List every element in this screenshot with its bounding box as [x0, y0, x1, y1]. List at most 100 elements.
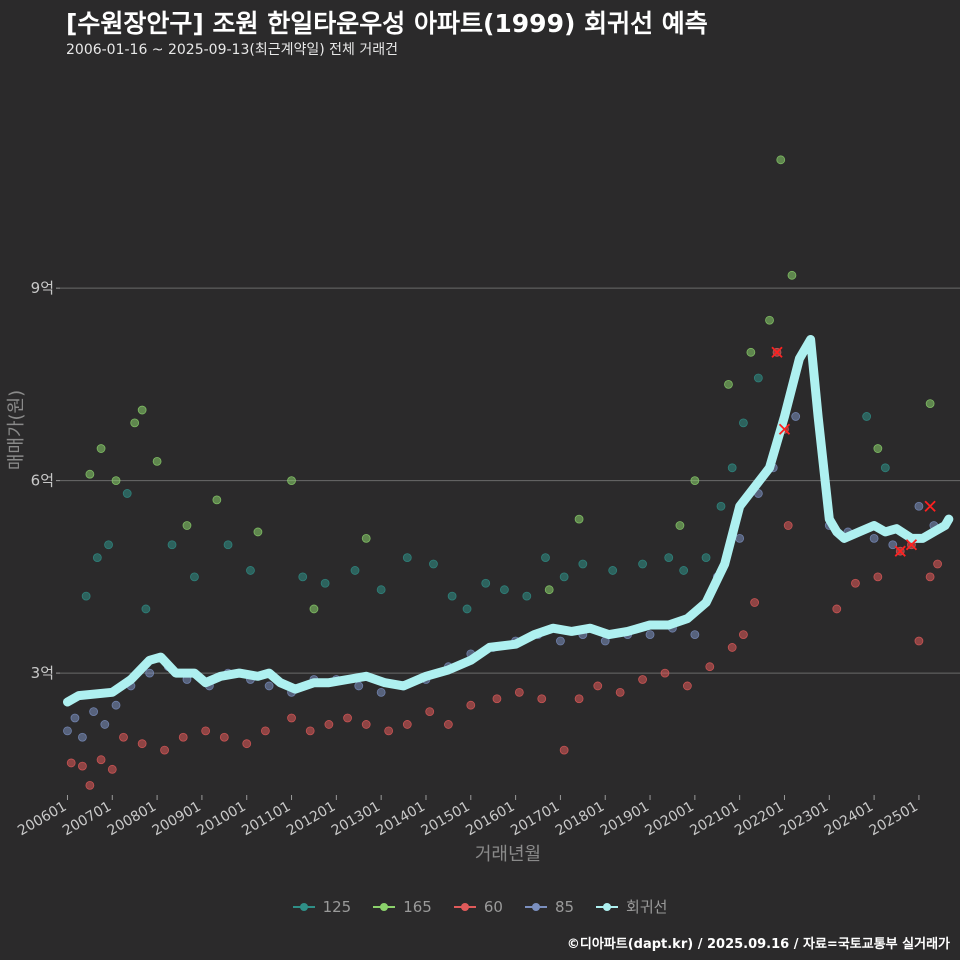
- chart-subtitle: 2006-01-16 ~ 2025-09-13(최근계약일) 전체 거래건: [66, 42, 398, 58]
- point-125: [862, 412, 872, 421]
- x-tick-label: 202501: [867, 799, 921, 840]
- x-tick-label: 202001: [643, 799, 697, 840]
- regression-line-group: [63, 335, 954, 707]
- x-tick-label: 202401: [822, 799, 876, 840]
- point-85: [78, 732, 87, 742]
- point-85: [89, 707, 99, 716]
- point-165: [787, 270, 797, 280]
- point-60: [219, 732, 229, 742]
- point-60: [137, 739, 147, 749]
- point-85: [354, 681, 364, 691]
- x-tick-label: 201701: [508, 799, 562, 840]
- point-165: [746, 347, 756, 357]
- legend-item: 회귀선: [596, 896, 667, 917]
- point-165: [765, 315, 774, 325]
- point-85: [735, 533, 745, 543]
- point-125: [190, 572, 199, 582]
- point-60: [537, 694, 547, 704]
- y-tick-label: 3억: [31, 664, 54, 682]
- legend-label: 회귀선: [626, 898, 668, 916]
- y-axis-title: 매매가(원): [6, 390, 27, 470]
- point-125: [522, 591, 532, 601]
- point-60: [66, 758, 76, 768]
- point-165: [544, 585, 554, 595]
- point-165: [137, 405, 147, 415]
- point-125: [462, 604, 472, 614]
- chart-title: [수원장안구] 조원 한일타운우성 아파트(1999) 회귀선 예측: [66, 9, 708, 38]
- y-tick-label: 9억: [31, 279, 54, 297]
- x-tick-label: 201601: [463, 799, 517, 840]
- point-60: [660, 668, 670, 678]
- point-60: [178, 732, 188, 742]
- legend-item: 60: [453, 898, 503, 916]
- x-tick-label: 200601: [15, 799, 69, 840]
- point-165: [724, 379, 733, 389]
- point-165: [152, 456, 162, 466]
- point-85: [914, 501, 924, 511]
- x-tick-label: 201101: [239, 799, 293, 840]
- point-60: [682, 681, 692, 691]
- point-60: [242, 739, 252, 749]
- point-60: [343, 713, 352, 723]
- point-60: [933, 559, 942, 569]
- point-165: [182, 521, 192, 530]
- legend-item: 85: [524, 898, 574, 916]
- point-125: [880, 463, 890, 473]
- point-60: [873, 572, 883, 582]
- legend-label: 125: [322, 897, 352, 916]
- scatter-points: [63, 155, 954, 790]
- point-60: [559, 745, 569, 755]
- point-125: [716, 501, 726, 511]
- point-60: [402, 720, 412, 729]
- point-165: [111, 476, 121, 486]
- y-tick-label: 6억: [31, 472, 54, 490]
- legend-key: [524, 900, 547, 914]
- point-125: [81, 591, 91, 601]
- point-60: [851, 578, 860, 588]
- point-60: [260, 726, 270, 736]
- point-125: [376, 585, 386, 595]
- legend-key: [453, 900, 476, 914]
- point-125: [429, 559, 438, 569]
- point-125: [122, 489, 132, 498]
- point-60: [593, 681, 603, 691]
- point-125: [320, 578, 330, 588]
- point-85: [100, 720, 110, 729]
- point-85: [556, 636, 565, 646]
- point-85: [869, 533, 879, 543]
- x-tick-label: 200901: [150, 799, 204, 840]
- point-125: [578, 559, 588, 569]
- point-60: [443, 720, 453, 729]
- point-125: [638, 559, 647, 569]
- point-60: [783, 521, 793, 530]
- point-60: [832, 604, 842, 614]
- point-125: [481, 578, 491, 588]
- legend-key: [373, 900, 396, 914]
- point-125: [92, 553, 102, 563]
- point-125: [402, 553, 412, 563]
- x-tick-label: 201801: [553, 799, 607, 840]
- point-60: [492, 694, 502, 704]
- point-125: [679, 566, 689, 575]
- point-125: [167, 540, 177, 550]
- point-60: [78, 761, 87, 771]
- point-165: [925, 399, 935, 409]
- legend-key: [292, 900, 315, 914]
- point-125: [298, 572, 308, 582]
- point-60: [361, 720, 371, 729]
- point-60: [324, 720, 334, 729]
- x-tick-label: 202301: [777, 799, 831, 840]
- point-85: [70, 713, 80, 723]
- highlight-marks: [771, 346, 936, 557]
- point-60: [914, 636, 924, 646]
- legend-item: 125: [292, 897, 352, 916]
- point-85: [111, 700, 121, 710]
- point-125: [223, 540, 233, 550]
- point-60: [85, 780, 95, 790]
- point-60: [119, 732, 128, 742]
- point-60: [727, 643, 737, 652]
- x-tick-label: 202201: [732, 799, 786, 840]
- point-165: [361, 533, 371, 543]
- point-125: [104, 540, 113, 550]
- point-60: [107, 764, 117, 774]
